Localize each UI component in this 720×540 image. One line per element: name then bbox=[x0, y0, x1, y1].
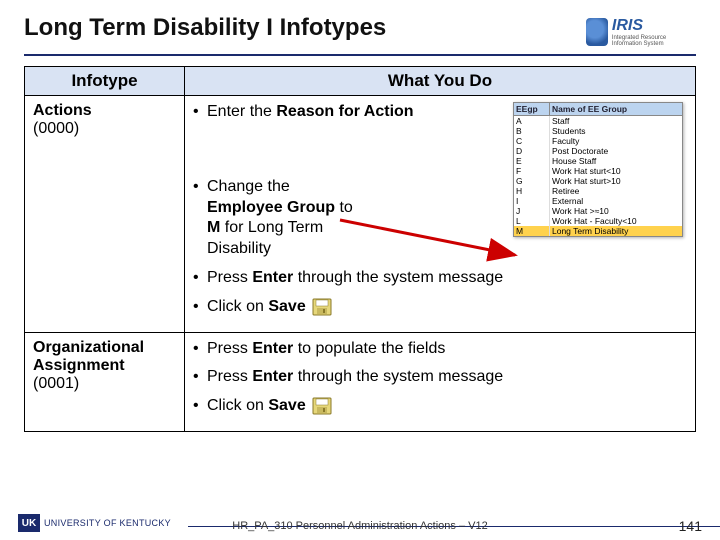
infotype-cell: Organizational Assignment(0001) bbox=[25, 332, 185, 431]
popup-row[interactable]: HRetiree bbox=[514, 186, 682, 196]
popup-row[interactable]: CFaculty bbox=[514, 136, 682, 146]
popup-code: D bbox=[514, 146, 550, 156]
bullet-item: Click on Save bbox=[193, 396, 687, 417]
popup-row[interactable]: IExternal bbox=[514, 196, 682, 206]
popup-col-code: EEgp bbox=[514, 103, 550, 115]
logo-subtext: Integrated Resource Information System bbox=[612, 35, 696, 47]
popup-code: J bbox=[514, 206, 550, 216]
col-infotype-header: Infotype bbox=[25, 67, 185, 96]
popup-name: External bbox=[550, 196, 682, 206]
popup-row[interactable]: AStaff bbox=[514, 116, 682, 126]
ee-group-popup: EEgpName of EE GroupAStaffBStudentsCFacu… bbox=[513, 102, 683, 237]
action-cell: Press Enter to populate the fields Press … bbox=[185, 332, 696, 431]
popup-code: C bbox=[514, 136, 550, 146]
popup-name: Work Hat sturt>10 bbox=[550, 176, 682, 186]
infotype-name: Actions bbox=[33, 102, 176, 120]
infotype-cell: Actions(0000) bbox=[25, 96, 185, 333]
popup-code: B bbox=[514, 126, 550, 136]
logo-text: IRIS bbox=[612, 17, 696, 35]
bullet-item: Click on Save bbox=[193, 297, 687, 318]
infotype-name: Organizational Assignment bbox=[33, 339, 176, 375]
bullet-item: Change the Employee Group to M for Long … bbox=[193, 177, 363, 260]
infotype-code: (0000) bbox=[33, 120, 176, 138]
popup-row[interactable]: JWork Hat >≈10 bbox=[514, 206, 682, 216]
popup-code: M bbox=[514, 226, 550, 236]
popup-code: H bbox=[514, 186, 550, 196]
table-row: Actions(0000)Enter the Reason for Action… bbox=[25, 96, 696, 333]
page-title: Long Term Disability I Infotypes bbox=[24, 14, 386, 42]
page-number: 141 bbox=[679, 518, 702, 534]
popup-row[interactable]: MLong Term Disability bbox=[514, 226, 682, 236]
popup-col-name: Name of EE Group bbox=[550, 103, 682, 115]
popup-code: E bbox=[514, 156, 550, 166]
popup-name: Work Hat - Faculty<10 bbox=[550, 216, 682, 226]
popup-name: Students bbox=[550, 126, 682, 136]
infotype-code: (0001) bbox=[33, 375, 176, 393]
bullet-list: Press Enter to populate the fields Press … bbox=[193, 339, 687, 417]
popup-row[interactable]: BStudents bbox=[514, 126, 682, 136]
popup-row[interactable]: FWork Hat sturt<10 bbox=[514, 166, 682, 176]
save-icon bbox=[312, 298, 332, 316]
iris-icon bbox=[586, 18, 608, 46]
col-whatyoudo-header: What You Do bbox=[185, 67, 696, 96]
infotype-table: Infotype What You Do Actions(0000)Enter … bbox=[24, 66, 696, 432]
bullet-item: Press Enter through the system message bbox=[193, 367, 687, 388]
popup-name: Faculty bbox=[550, 136, 682, 146]
popup-name: House Staff bbox=[550, 156, 682, 166]
popup-name: Work Hat sturt<10 bbox=[550, 166, 682, 176]
bullet-item: Press Enter to populate the fields bbox=[193, 339, 687, 360]
popup-code: G bbox=[514, 176, 550, 186]
action-cell: Enter the Reason for ActionChange the Em… bbox=[185, 96, 696, 333]
popup-row[interactable]: LWork Hat - Faculty<10 bbox=[514, 216, 682, 226]
popup-name: Work Hat >≈10 bbox=[550, 206, 682, 216]
popup-code: F bbox=[514, 166, 550, 176]
popup-name: Staff bbox=[550, 116, 682, 126]
popup-name: Post Doctorate bbox=[550, 146, 682, 156]
popup-code: A bbox=[514, 116, 550, 126]
popup-row[interactable]: GWork Hat sturt>10 bbox=[514, 176, 682, 186]
popup-row[interactable]: DPost Doctorate bbox=[514, 146, 682, 156]
popup-code: I bbox=[514, 196, 550, 206]
popup-name: Retiree bbox=[550, 186, 682, 196]
table-row: Organizational Assignment(0001)Press Ent… bbox=[25, 332, 696, 431]
popup-code: L bbox=[514, 216, 550, 226]
slide-header: Long Term Disability I Infotypes IRIS In… bbox=[24, 14, 696, 56]
brand-logo: IRIS Integrated Resource Information Sys… bbox=[586, 14, 696, 50]
popup-row[interactable]: EHouse Staff bbox=[514, 156, 682, 166]
save-icon bbox=[312, 397, 332, 415]
bullet-item: Press Enter through the system message bbox=[193, 268, 687, 289]
footer-doc: HR_PA_310 Personnel Administration Actio… bbox=[0, 520, 720, 532]
popup-name: Long Term Disability bbox=[550, 226, 682, 236]
